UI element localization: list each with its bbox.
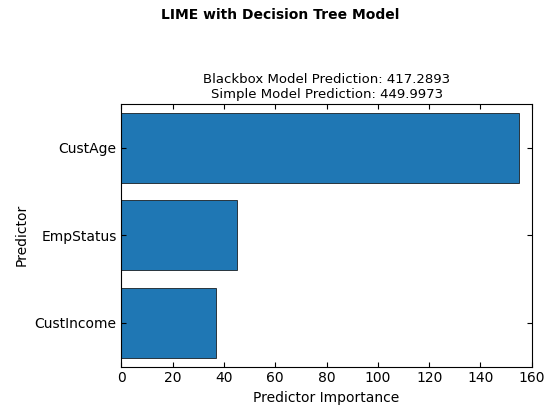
X-axis label: Predictor Importance: Predictor Importance: [254, 391, 400, 405]
Title: Blackbox Model Prediction: 417.2893
Simple Model Prediction: 449.9973: Blackbox Model Prediction: 417.2893 Simp…: [203, 74, 450, 101]
Bar: [122, 113, 519, 183]
Bar: [122, 288, 216, 358]
Text: LIME with Decision Tree Model: LIME with Decision Tree Model: [161, 8, 399, 22]
Y-axis label: Predictor: Predictor: [15, 204, 29, 266]
Bar: [122, 200, 237, 270]
